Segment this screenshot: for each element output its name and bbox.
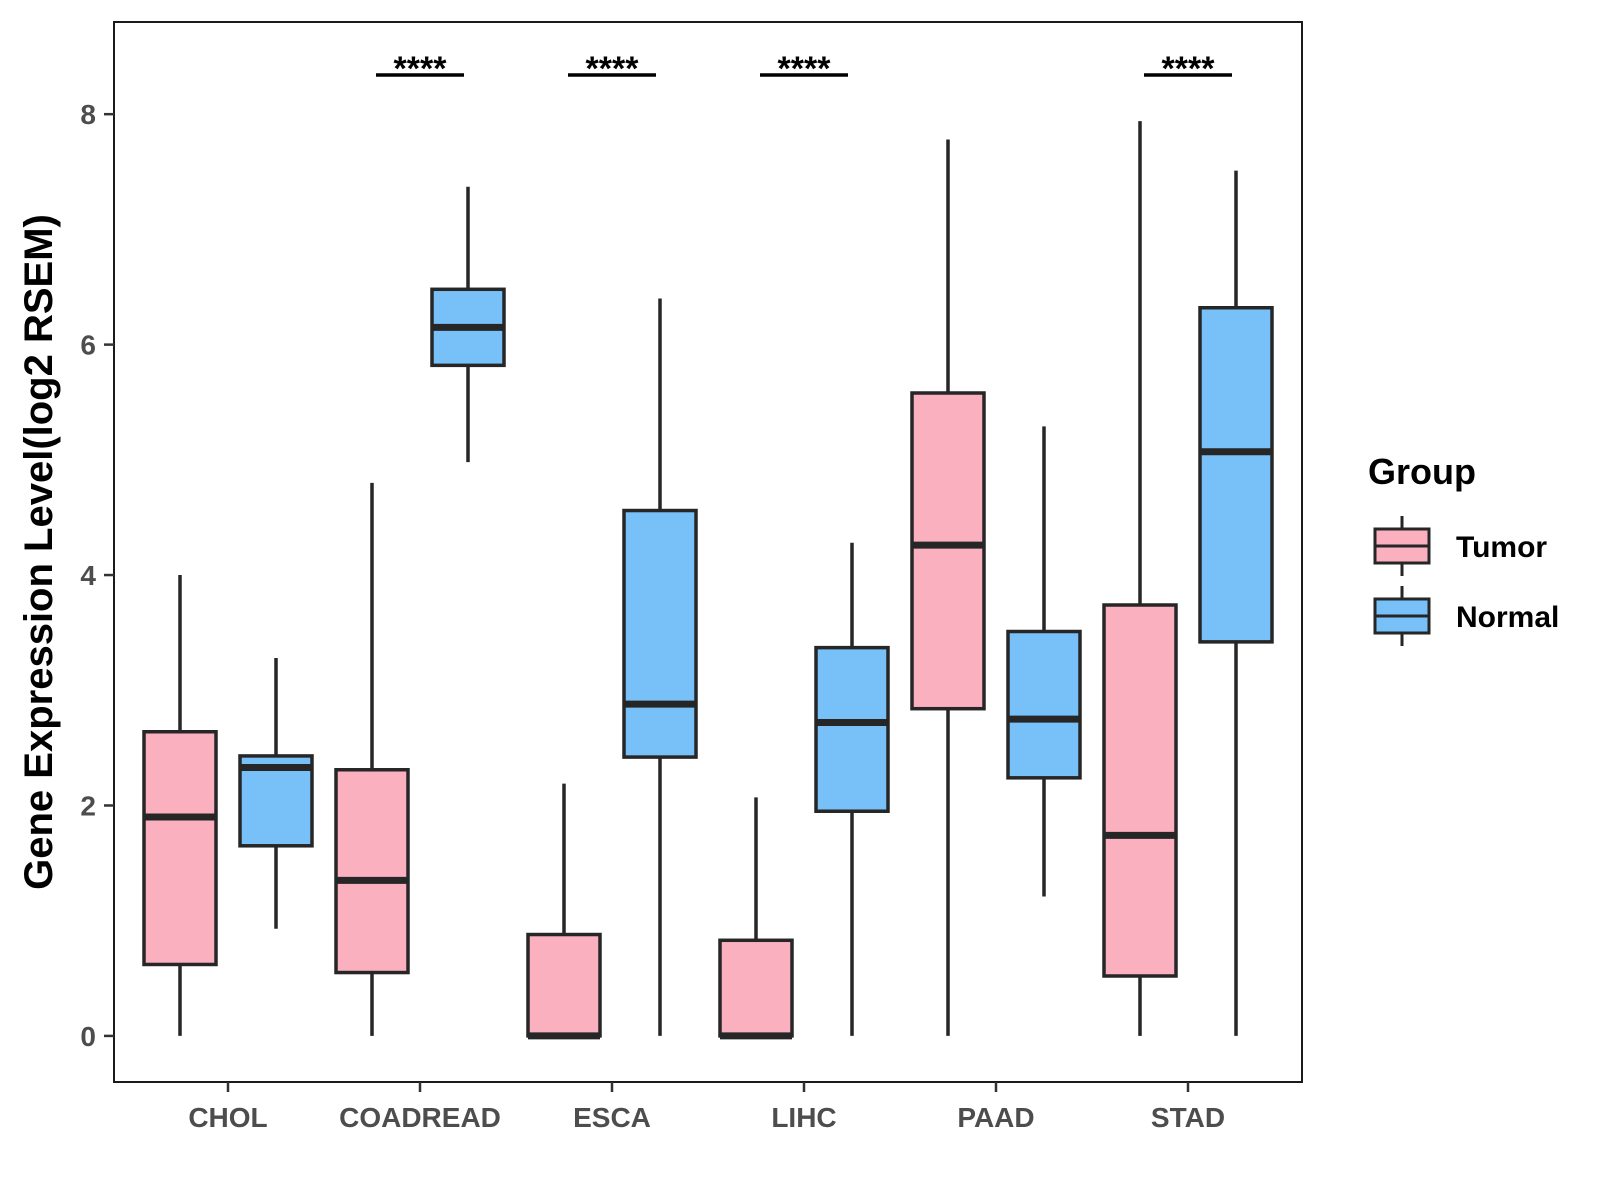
y-tick-label: 4 — [80, 560, 96, 591]
box-iqr — [910, 391, 986, 711]
significance-label: **** — [1162, 50, 1216, 88]
box-iqr — [526, 932, 602, 1038]
significance-label: **** — [778, 50, 832, 88]
box-normal-coadread — [430, 186, 506, 463]
x-tick-label-stad: STAD — [1151, 1102, 1225, 1133]
significance-lihc: **** — [760, 50, 848, 88]
y-tick-label: 6 — [80, 330, 96, 361]
y-axis-title: Gene Expression Level(log2 RSEM) — [17, 214, 61, 890]
significance-label: **** — [394, 50, 448, 88]
box-normal-paad — [1006, 426, 1082, 897]
y-tick-label: 2 — [80, 790, 96, 821]
x-tick-label-chol: CHOL — [188, 1102, 267, 1133]
legend-title: Group — [1368, 451, 1476, 492]
axes: 0 2 4 6 8 CHOL COADREAD ESCA LIHC PAAD STAD — [80, 99, 1225, 1133]
box-tumor-paad — [910, 139, 986, 1036]
box-normal-chol — [238, 658, 314, 929]
significance-esca: **** — [568, 50, 656, 88]
boxes-layer — [142, 121, 1274, 1040]
box-normal-esca — [622, 298, 698, 1036]
legend-key-tumor: Tumor — [1373, 516, 1547, 576]
box-iqr — [814, 645, 890, 813]
y-tick-label: 8 — [80, 99, 96, 130]
y-tick-label: 0 — [80, 1021, 96, 1052]
box-iqr — [1198, 305, 1274, 644]
significance-label: **** — [586, 50, 640, 88]
box-iqr — [1006, 629, 1082, 780]
box-normal-stad — [1198, 170, 1274, 1036]
significance-coadread: **** — [376, 50, 464, 88]
box-normal-lihc — [814, 542, 890, 1036]
x-tick-label-coadread: COADREAD — [339, 1102, 501, 1133]
box-iqr — [142, 729, 218, 967]
legend-label-normal: Normal — [1456, 601, 1559, 634]
x-tick-label-lihc: LIHC — [771, 1102, 836, 1133]
box-tumor-coadread — [334, 482, 410, 1036]
box-iqr — [718, 938, 794, 1038]
significance-annotations: **** **** **** **** — [376, 50, 1232, 88]
box-iqr — [334, 768, 410, 975]
box-tumor-lihc — [718, 797, 794, 1040]
box-iqr — [1102, 603, 1178, 978]
significance-stad: **** — [1144, 50, 1232, 88]
legend: Group Tumor Normal — [1368, 451, 1559, 646]
legend-key-normal: Normal — [1373, 586, 1559, 646]
x-tick-label-esca: ESCA — [573, 1102, 651, 1133]
box-tumor-chol — [142, 575, 218, 1036]
box-iqr — [622, 508, 698, 759]
box-tumor-esca — [526, 783, 602, 1040]
x-tick-label-paad: PAAD — [957, 1102, 1034, 1133]
legend-label-tumor: Tumor — [1456, 531, 1547, 564]
box-tumor-stad — [1102, 121, 1178, 1036]
